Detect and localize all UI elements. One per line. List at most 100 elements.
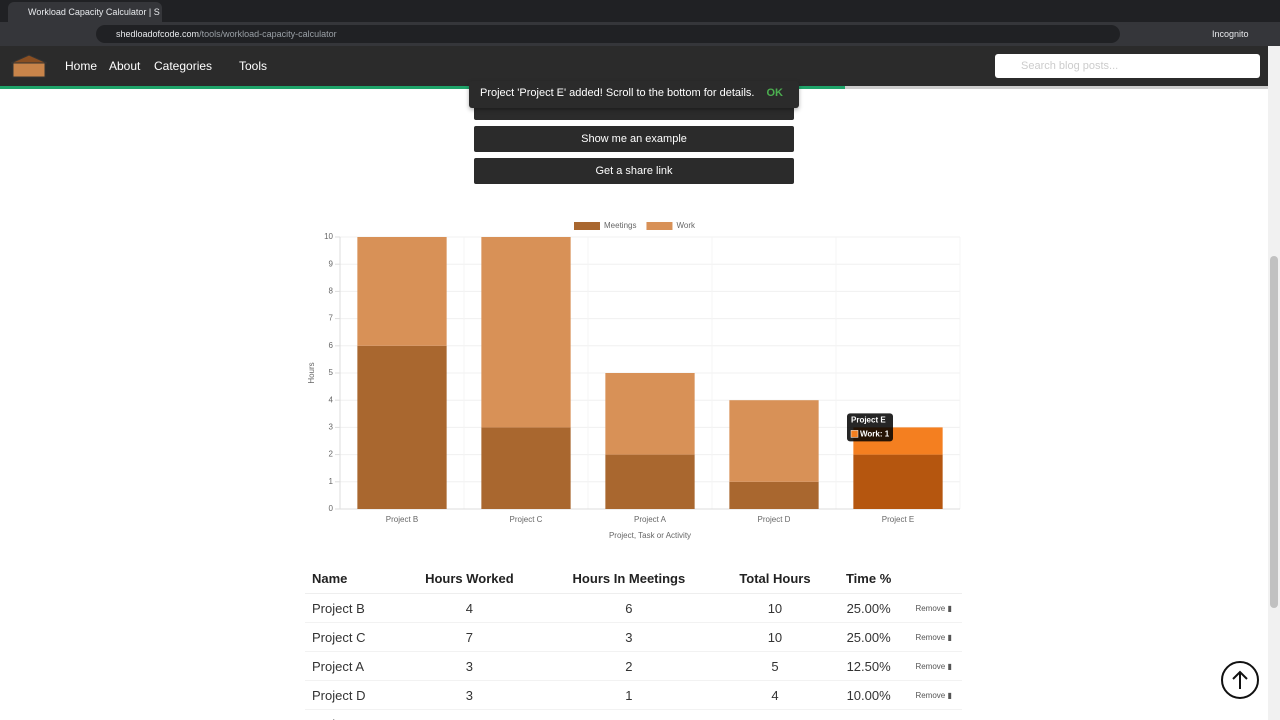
table-cell: 3 <box>398 680 540 710</box>
button[interactable]: Show me an example <box>474 126 794 152</box>
logo[interactable] <box>10 54 48 78</box>
cell-text: 4 <box>465 600 473 616</box>
cell-text: 4 <box>771 687 779 703</box>
trash-icon: ▮ <box>945 661 952 671</box>
table: Name Hours Worked Hours In Meetings Total H… <box>305 563 962 720</box>
y-tick-label: 2 <box>329 450 334 459</box>
table-cell: 7.50% <box>831 709 906 720</box>
trash-icon: ▮ <box>945 632 952 642</box>
progress-track <box>845 86 1280 89</box>
nav-link[interactable]: Tools <box>239 59 268 73</box>
table-cell: 4 <box>398 593 540 623</box>
cell-text: Project D <box>312 687 366 703</box>
table-cell: 10 <box>718 622 832 652</box>
cell-text: 2 <box>625 658 633 674</box>
table-cell: Remove ▮ <box>905 680 962 710</box>
cell-text: Project E <box>312 717 365 720</box>
table-cell: 3 <box>718 709 832 720</box>
cell-text: 7 <box>465 629 473 645</box>
nav-link[interactable]: About <box>109 59 141 73</box>
table-row: Project B 4 6 10 25.00% Remove ▮ <box>305 593 962 623</box>
tooltip-box <box>847 413 893 442</box>
cell-text: 3 <box>465 687 473 703</box>
table-cell: 6 <box>539 593 719 623</box>
arrow-icon <box>1232 670 1248 689</box>
table-row: Project E 1 2 3 7.50% Remove ▮ <box>305 709 962 720</box>
remove-button[interactable]: Remove <box>915 661 946 671</box>
table-cell: Project D <box>305 680 399 710</box>
profile[interactable]: Incognito <box>1212 29 1249 39</box>
cell-text: 3 <box>625 629 633 645</box>
scroll-thumb[interactable] <box>1270 256 1278 608</box>
nav-link[interactable]: Home <box>65 59 98 73</box>
table-row: Project A 3 2 5 12.50% Remove ▮ <box>305 651 962 681</box>
cell-text: Project B <box>312 600 365 616</box>
table-cell: 2 <box>539 709 719 720</box>
table-cell: 4 <box>718 680 832 710</box>
y-tick-label: 8 <box>329 287 334 296</box>
nav-link[interactable]: Categories <box>154 59 213 73</box>
remove-button[interactable]: Remove <box>915 603 946 613</box>
tooltip: Project E Work: 1 <box>847 413 893 442</box>
table-cell: Project E <box>305 709 399 720</box>
header-cell: Hours Worked <box>398 563 540 594</box>
cell-text: 3 <box>465 658 473 674</box>
y-tick-label: 6 <box>329 341 334 350</box>
cell-text: Project C <box>312 629 366 645</box>
table-cell: Remove ▮ <box>905 709 962 720</box>
table-row: Project D 3 1 4 10.00% Remove ▮ <box>305 680 962 710</box>
x-tick-label: Project E <box>882 515 914 524</box>
table-cell: 3 <box>539 622 719 652</box>
table-cell: 1 <box>539 680 719 710</box>
table-cell: Project B <box>305 593 399 623</box>
toast-ok[interactable]: OK <box>766 87 784 99</box>
x-tick-label: Project D <box>758 515 791 524</box>
bar-segment <box>481 237 571 428</box>
toast-message: Project 'Project E' added! Scroll to the… <box>480 87 755 99</box>
cell-text: 25.00% <box>846 600 891 616</box>
legend-swatch <box>574 222 600 230</box>
table-cell: 7 <box>398 622 540 652</box>
bar-segment <box>357 237 447 346</box>
y-tick-label: 7 <box>329 314 334 323</box>
table-cell: 2 <box>539 651 719 681</box>
y-tick-label: 4 <box>329 395 334 404</box>
scroll-to-top[interactable] <box>1221 661 1259 699</box>
chart: 0 1 2 3 4 5 6 7 8 9 10 Project B Project C Project A P… <box>307 221 961 540</box>
header-cell <box>905 563 962 594</box>
table-cell: Project C <box>305 622 399 652</box>
tooltip-swatch <box>850 430 859 438</box>
y-tick-label: 9 <box>329 259 334 268</box>
table-cell: Remove ▮ <box>905 622 962 652</box>
header-cell: Time % <box>831 563 906 594</box>
cell-text: 1 <box>625 687 633 703</box>
cell-text: 3 <box>771 717 778 720</box>
header-cell: Hours In Meetings <box>539 563 719 594</box>
table-cell: Remove ▮ <box>905 651 962 681</box>
url-host: shedloadofcode.com <box>116 29 200 39</box>
tooltip-label: Work: 1 <box>860 430 890 439</box>
url-path: /tools/workload-capacity-calculator <box>199 29 337 39</box>
button[interactable]: Get a share link <box>474 158 794 184</box>
cell-text: 12.50% <box>846 658 891 674</box>
table-cell: 10.00% <box>831 680 906 710</box>
remove-button[interactable]: Remove <box>915 690 946 700</box>
bar-segment <box>481 427 571 509</box>
y-tick-label: 0 <box>329 504 334 513</box>
cell-text: Project A <box>312 658 365 674</box>
table-cell: 12.50% <box>831 651 906 681</box>
tab[interactable]: Workload Capacity Calculator | S <box>8 2 162 22</box>
bar-segment <box>605 373 695 455</box>
search-box[interactable]: Search blog posts... <box>995 54 1260 78</box>
cell-text: 10 <box>767 629 783 645</box>
bar-segment <box>357 345 447 509</box>
url-box[interactable]: shedloadofcode.com/tools/workload-capaci… <box>96 25 1120 43</box>
table-wrap: Name Hours Worked Hours In Meetings Total H… <box>305 563 962 720</box>
cell-text: 2 <box>625 717 632 720</box>
y-tick-label: 5 <box>329 368 334 377</box>
header-cell: Name <box>305 563 399 594</box>
bar-segment <box>729 400 819 482</box>
bar-segment <box>729 481 819 509</box>
remove-button[interactable]: Remove <box>915 632 946 642</box>
